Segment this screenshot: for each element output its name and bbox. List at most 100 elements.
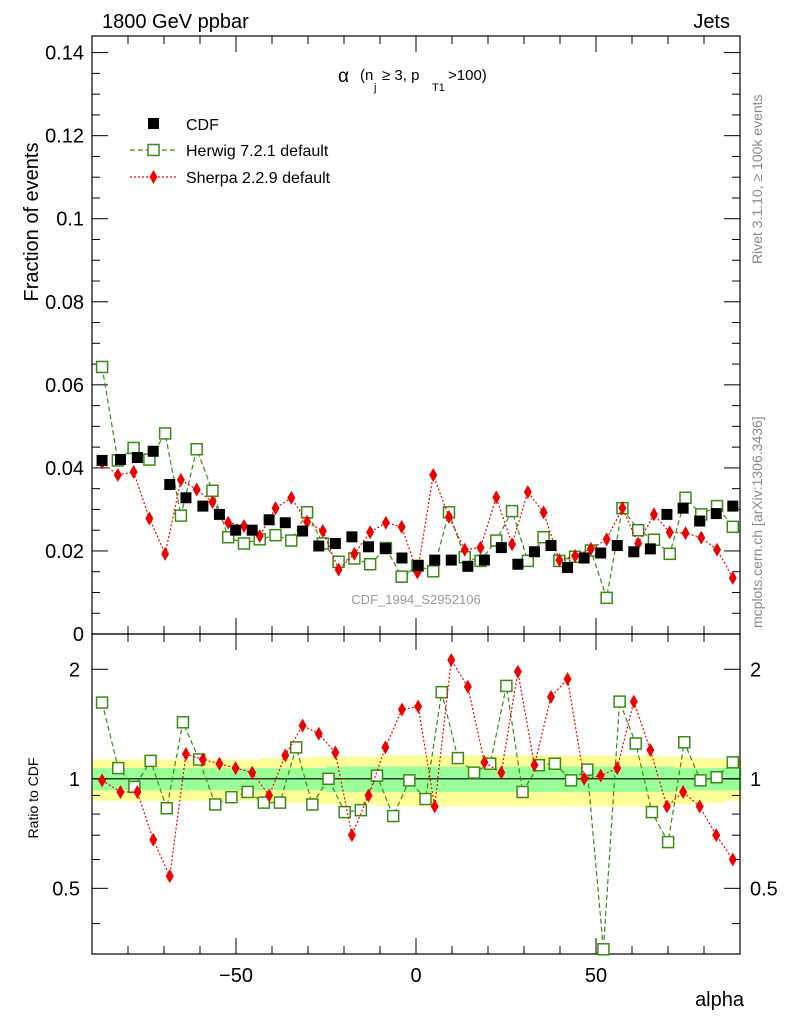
herwig-ratio-point [241,785,254,799]
herwig-ratio-point [306,798,319,811]
sherpa-ratio-point [133,784,142,799]
cdf-point [246,524,258,536]
ratio-panel-series [95,653,740,956]
herwig-ratio-point [257,796,271,809]
title-mid: ≥ 3, p [382,67,419,84]
sherpa-ratio-point [480,755,489,770]
herwig-ratio-point [435,685,448,699]
sherpa-point [255,528,264,543]
axis-ticks [91,36,741,954]
x-tick-label: 50 [585,965,607,987]
y-tick-label: 0.02 [45,541,84,563]
herwig-ratio-point [338,805,351,819]
sherpa-point [239,519,248,534]
sherpa-ratio-point [646,742,655,757]
sherpa-point [571,548,580,563]
y-tick-label: 0.14 [45,43,84,65]
sherpa-ratio-point [513,664,522,679]
cdf-point [644,543,656,555]
sherpa-ratio-point [596,768,605,783]
sherpa-point [145,511,154,526]
cdf-point [279,517,291,529]
legend-label-herwig: Herwig 7.2.1 default [186,143,329,160]
herwig-ratio-point [678,736,691,749]
sherpa-ratio-point [695,799,704,814]
herwig-ratio-point [176,716,190,729]
sherpa-ratio-point [613,761,622,776]
sherpa-ratio-point [314,726,323,741]
sherpa-point [334,562,343,577]
x-tick-label: −50 [219,965,253,987]
sherpa-point [318,524,327,539]
herwig-point [726,520,740,534]
title-close: >100) [448,67,487,84]
herwig-ratio-point [112,761,125,775]
sherpa-point [523,484,532,499]
sherpa-point [508,537,517,552]
ratio-y-tick-label: 0.5 [52,878,80,900]
sherpa-point [113,467,122,482]
herwig-ratio-point [451,751,465,765]
sherpa-ratio-point [397,702,406,717]
herwig-ratio-line [101,685,734,950]
cdf-point [329,537,341,549]
legend-marker-herwig [147,143,160,157]
herwig-ratio-point [370,769,384,782]
cdf-point [445,554,457,566]
sherpa-ratio-point [116,784,125,799]
sherpa-point [602,532,611,547]
herwig-point [285,534,298,547]
cdf-point [180,492,192,504]
sherpa-point [460,542,469,557]
cdf-point [263,514,275,526]
herwig-point [269,528,282,542]
legend: CDF Herwig 7.2.1 default Sherpa 2.2.9 de… [130,117,331,187]
herwig-ratio-point [467,766,481,779]
herwig-point [158,427,172,440]
side-label-mcplots: mcplots.cern.ch [arXiv:1306.3436] [749,416,765,628]
sherpa-ratio-point [447,653,456,668]
sherpa-ratio-point [265,788,274,803]
cdf-point [462,560,474,572]
herwig-ratio-point [564,774,578,787]
cdf-point [578,552,590,564]
sherpa-ratio-point [381,740,390,755]
cdf-point [694,515,706,527]
sherpa-ratio-point [463,679,472,694]
sherpa-point [208,494,217,509]
cdf-point [628,546,640,558]
x-tick-label: 0 [410,965,421,987]
sherpa-point [129,465,138,480]
title-open: (n [360,67,373,84]
cdf-point [396,552,408,564]
cdf-point [478,554,490,566]
sherpa-ratio-point [331,745,340,760]
ratio-y-tick-label: 2 [69,659,80,681]
legend-label-sherpa: Sherpa 2.2.9 default [186,170,331,187]
side-label-rivet: Rivet 3.1.10, ≥ 100k events [749,94,765,264]
sherpa-ratio-point [662,799,671,814]
herwig-ratio-point [629,737,643,750]
sherpa-ratio-point [181,746,190,761]
herwig-ratio-point [645,805,659,819]
cdf-point [727,500,739,512]
herwig-point [505,504,519,518]
sherpa-ratio-point [165,869,174,884]
cdf-point [313,540,325,552]
cdf-point [611,540,623,552]
sherpa-point [681,526,690,541]
cdf-point [114,454,126,466]
herwig-point [663,547,676,561]
cdf-point [528,546,540,558]
sherpa-ratio-point [98,773,107,788]
herwig-ratio-point [322,772,335,786]
sherpa-ratio-point [414,699,423,714]
herwig-point [206,484,219,497]
herwig-ratio-point [419,792,432,806]
herwig-point [679,491,692,505]
sherpa-ratio-point [298,718,307,733]
sherpa-ratio-point [728,852,737,867]
ratio-y-tick-label: 1 [69,769,80,791]
cdf-point [362,541,374,553]
sherpa-ratio-point [497,765,506,780]
